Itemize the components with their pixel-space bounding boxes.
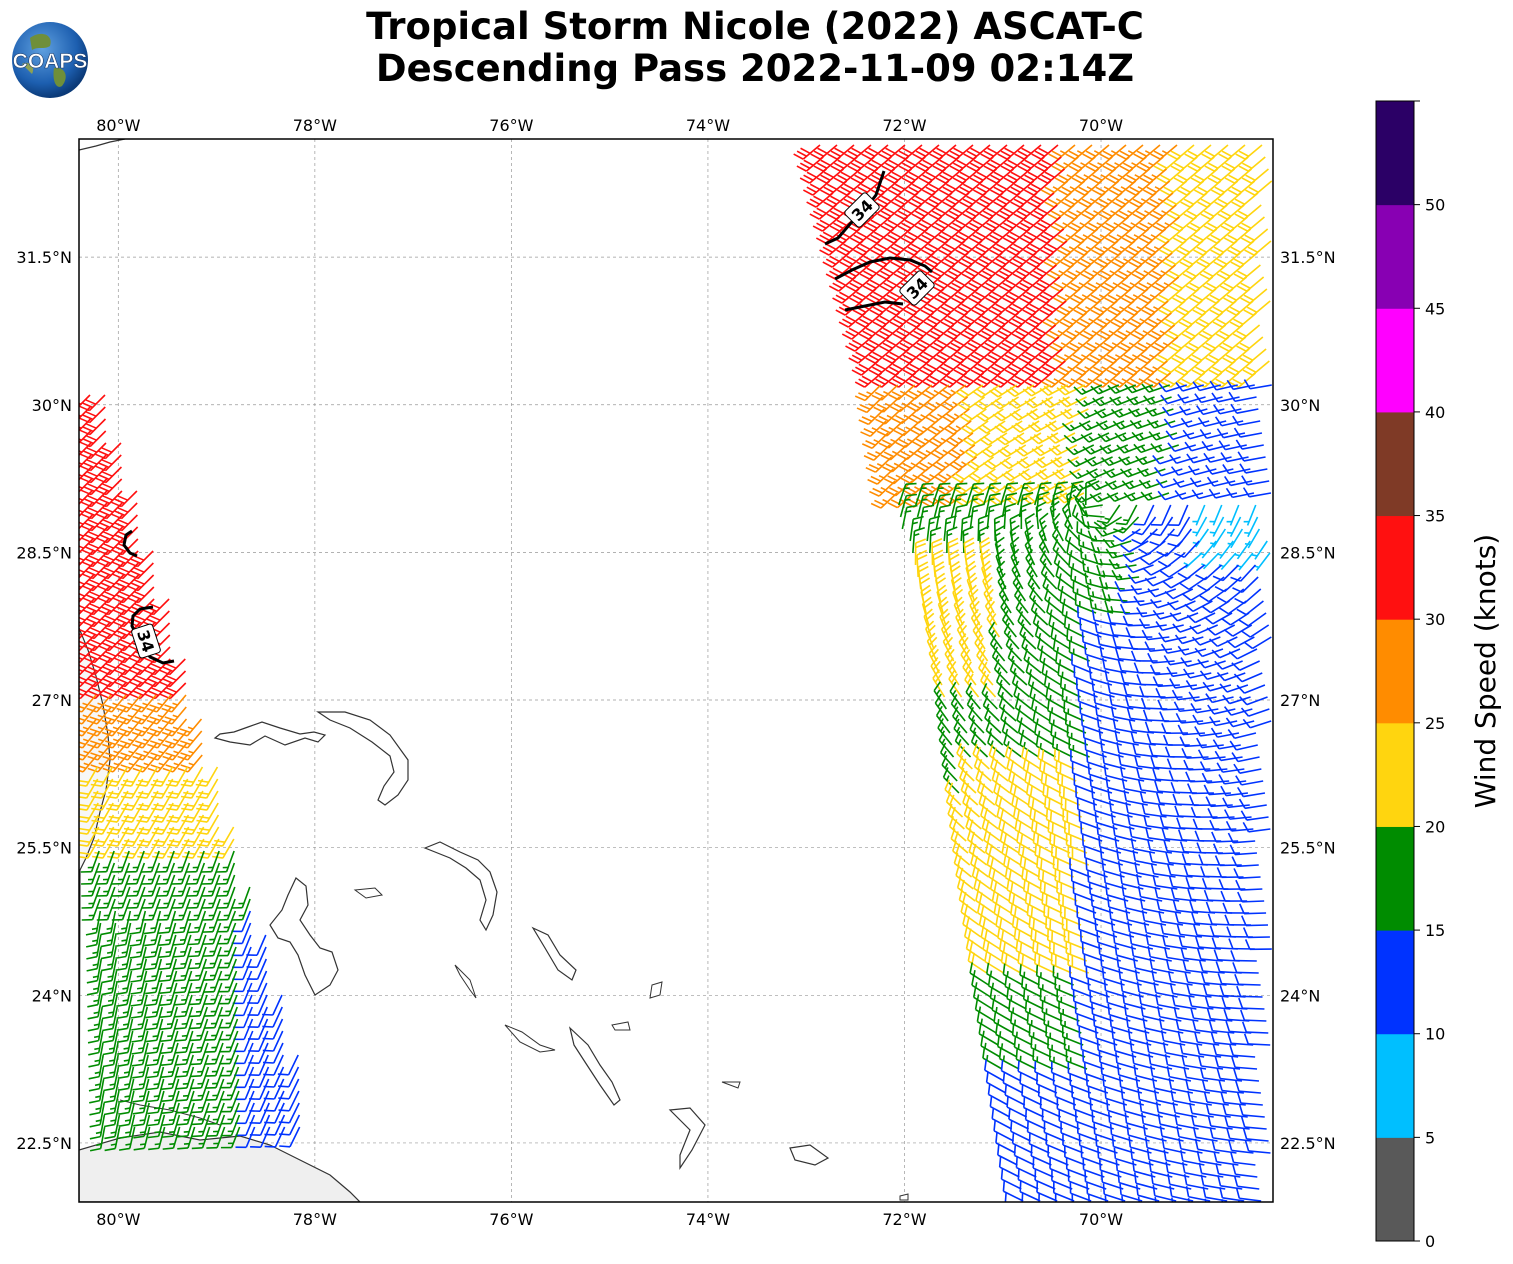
wind-barb-105 <box>84 682 112 700</box>
wind-barb-66 <box>79 610 95 628</box>
colorbar-bin-40-45 <box>1376 308 1414 413</box>
berry-islands <box>353 887 384 899</box>
wind-barb-26 <box>96 502 123 520</box>
wind-barb-112 <box>86 694 112 713</box>
wind-barb-119 <box>86 706 112 725</box>
wind-barb-56 <box>83 586 110 604</box>
colorbar-bin-0-5 <box>1376 1137 1414 1242</box>
ragged-island <box>504 1024 556 1053</box>
colorbar-tick-label-1: 5 <box>1425 1128 1435 1147</box>
colorbar-bin-20-25 <box>1376 722 1414 827</box>
colorbar-tick-labels: 0 5 10 15 20 25 30 35 40 45 50 <box>1414 100 1445 1251</box>
wind-barb-123 <box>146 706 172 725</box>
cat-island <box>531 926 577 981</box>
wind-barb-29 <box>81 514 108 532</box>
wind-barb-124 <box>161 706 187 725</box>
wind-barb-25 <box>81 502 108 520</box>
colorbar-bin-5-10 <box>1376 1033 1414 1138</box>
colorbar-bin-15-20 <box>1376 826 1414 931</box>
wind-barb-42 <box>97 550 124 568</box>
wind-barb-6 <box>79 430 92 444</box>
wind-barb-20 <box>79 490 93 506</box>
wind-barb-90 <box>79 658 96 676</box>
wind-barb-114 <box>116 694 142 713</box>
wind-barb-11 <box>79 454 92 469</box>
coaps-logo: COAPS <box>12 22 88 98</box>
colorbar-tick-label-0: 0 <box>1425 1232 1435 1251</box>
colorbar-bin-10-15 <box>1376 930 1414 1035</box>
inagua <box>789 1144 830 1166</box>
wind-barb-84 <box>79 646 96 664</box>
wind-barb-92 <box>99 658 126 676</box>
wind-barb-14 <box>79 466 93 481</box>
long-island <box>568 1026 621 1106</box>
wind-barb-116 <box>146 694 172 713</box>
colorbar-tick-label-2: 10 <box>1425 1025 1445 1044</box>
wind-barb-21 <box>81 490 108 508</box>
colorbar-bin-50-55 <box>1376 101 1414 206</box>
wind-barb-33 <box>81 526 109 544</box>
wind-barb-36 <box>79 538 94 555</box>
colorbar-bin-30-35 <box>1376 515 1414 620</box>
title-line-1: Tropical Storm Nicole (2022) ASCAT-C <box>366 5 1144 48</box>
abaco-islands <box>316 711 409 806</box>
colorbar-tick-label-10: 50 <box>1425 196 1445 215</box>
eleuthera-island <box>423 841 498 932</box>
wind-barb-117 <box>161 694 187 713</box>
san-salvador <box>649 981 663 999</box>
wind-barb-17 <box>79 478 93 493</box>
colorbar-bin-25-30 <box>1376 619 1414 724</box>
acklins-island <box>668 1107 706 1170</box>
wind-barb-118 <box>79 706 97 725</box>
colorbar-tick-label-9: 45 <box>1425 299 1445 318</box>
wind-barb-78 <box>79 634 96 652</box>
wind-barb-43 <box>112 550 139 568</box>
andros-island <box>269 877 339 996</box>
grand-bahama <box>213 721 327 746</box>
logo-text: COAPS <box>13 50 88 73</box>
colorbar-tick-label-7: 35 <box>1425 507 1445 526</box>
wind-barb-22 <box>96 490 123 508</box>
map-title: Tropical Storm Nicole (2022) ASCAT-C Des… <box>240 6 1270 90</box>
wind-barb-39 <box>112 538 139 556</box>
wind-barb-46 <box>82 562 109 580</box>
wind-barb-8 <box>79 442 92 457</box>
wind-barb-120 <box>101 706 127 725</box>
colorbar-bins <box>1376 101 1414 1242</box>
florida-north-coast <box>79 139 126 151</box>
rum-cay <box>611 1021 631 1031</box>
wind-barb-121 <box>116 706 142 725</box>
wind-barb-109 <box>144 682 172 700</box>
wind-barb-115 <box>131 694 157 713</box>
wind-barb-60 <box>79 598 95 616</box>
wind-barbs <box>79 144 1273 1202</box>
wind-barb-100 <box>114 670 142 688</box>
wind-barb-15 <box>80 466 108 484</box>
colorbar-bin-35-40 <box>1376 411 1414 517</box>
title-line-2: Descending Pass 2022-11-09 02:14Z <box>375 47 1135 90</box>
wind-barb-48 <box>112 562 139 580</box>
exuma-cays <box>454 964 477 999</box>
wind-barb-104 <box>79 682 97 700</box>
colorbar-tick-label-3: 15 <box>1425 921 1445 940</box>
colorbar-tick-label-6: 30 <box>1425 610 1445 629</box>
mayaguana <box>721 1081 741 1089</box>
wind-barb-72 <box>79 622 96 640</box>
wind-barb-122 <box>131 706 157 725</box>
wind-barb-97 <box>79 670 97 688</box>
turks-islands <box>899 1193 909 1201</box>
colorbar-bin-45-50 <box>1376 204 1414 309</box>
colorbar-tick-label-4: 20 <box>1425 817 1445 836</box>
colorbar-tick-label-8: 40 <box>1425 403 1445 422</box>
wind-barb-113 <box>101 694 127 713</box>
colorbar-tick-label-5: 25 <box>1425 714 1445 733</box>
colorbar-label: Wind Speed (knots) <box>1469 534 1502 808</box>
